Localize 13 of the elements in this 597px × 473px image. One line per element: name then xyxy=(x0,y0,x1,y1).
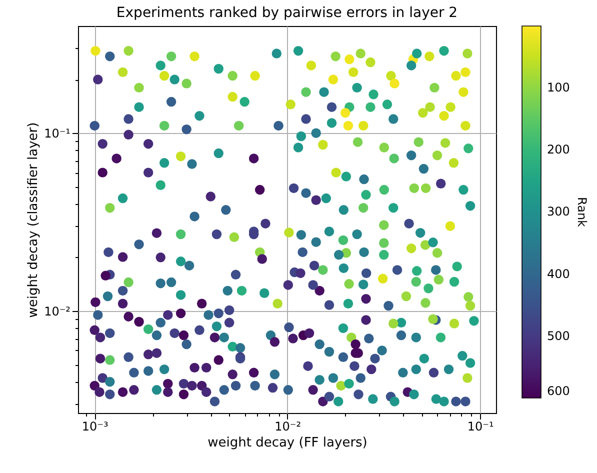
x-axis-title: weight decay (FF layers) xyxy=(208,436,368,450)
chart-title: Experiments ranked by pairwise errors in layer 2 xyxy=(116,5,458,21)
color-bar-label: 400 xyxy=(547,266,570,281)
x-tick-label: 10⁻³ xyxy=(82,420,108,434)
x-tick-label: 10⁻² xyxy=(274,420,302,434)
color-bar-label: 100 xyxy=(547,80,570,94)
color-bar-label: 200 xyxy=(547,142,570,157)
color-bar-label: 600 xyxy=(547,384,570,398)
x-tick-label: 10⁻¹ xyxy=(467,420,494,434)
color-bar-label: 300 xyxy=(547,204,570,219)
y-axis-title: weight decay (classifier layer) xyxy=(26,122,42,318)
color-bar-label: 500 xyxy=(547,328,570,343)
color-bar-title: Rank xyxy=(575,197,589,228)
